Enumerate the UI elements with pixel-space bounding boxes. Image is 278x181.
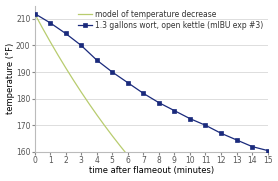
- 1.3 gallons wort, open kettle (mIBU exp #3): [173, 110, 176, 112]
- 1.3 gallons wort, open kettle (mIBU exp #3): [33, 12, 36, 15]
- 1.3 gallons wort, open kettle (mIBU exp #3): [235, 139, 238, 141]
- Y-axis label: temperature (°F): temperature (°F): [6, 43, 14, 114]
- 1.3 gallons wort, open kettle (mIBU exp #3): [111, 71, 114, 73]
- 1.3 gallons wort, open kettle (mIBU exp #3): [188, 117, 192, 120]
- 1.3 gallons wort, open kettle (mIBU exp #3): [142, 92, 145, 94]
- Line: model of temperature decrease: model of temperature decrease: [35, 14, 268, 181]
- 1.3 gallons wort, open kettle (mIBU exp #3): [266, 150, 269, 152]
- 1.3 gallons wort, open kettle (mIBU exp #3): [204, 124, 207, 126]
- 1.3 gallons wort, open kettle (mIBU exp #3): [48, 22, 52, 24]
- 1.3 gallons wort, open kettle (mIBU exp #3): [250, 146, 254, 148]
- 1.3 gallons wort, open kettle (mIBU exp #3): [219, 132, 223, 134]
- model of temperature decrease: [33, 12, 36, 15]
- X-axis label: time after flameout (minutes): time after flameout (minutes): [89, 167, 214, 175]
- 1.3 gallons wort, open kettle (mIBU exp #3): [157, 102, 161, 104]
- model of temperature decrease: [34, 14, 37, 16]
- Legend: model of temperature decrease, 1.3 gallons wort, open kettle (mIBU exp #3): model of temperature decrease, 1.3 gallo…: [75, 7, 266, 33]
- 1.3 gallons wort, open kettle (mIBU exp #3): [64, 32, 67, 35]
- Line: 1.3 gallons wort, open kettle (mIBU exp #3): 1.3 gallons wort, open kettle (mIBU exp …: [33, 12, 269, 152]
- 1.3 gallons wort, open kettle (mIBU exp #3): [95, 59, 98, 61]
- 1.3 gallons wort, open kettle (mIBU exp #3): [80, 44, 83, 47]
- 1.3 gallons wort, open kettle (mIBU exp #3): [126, 82, 130, 84]
